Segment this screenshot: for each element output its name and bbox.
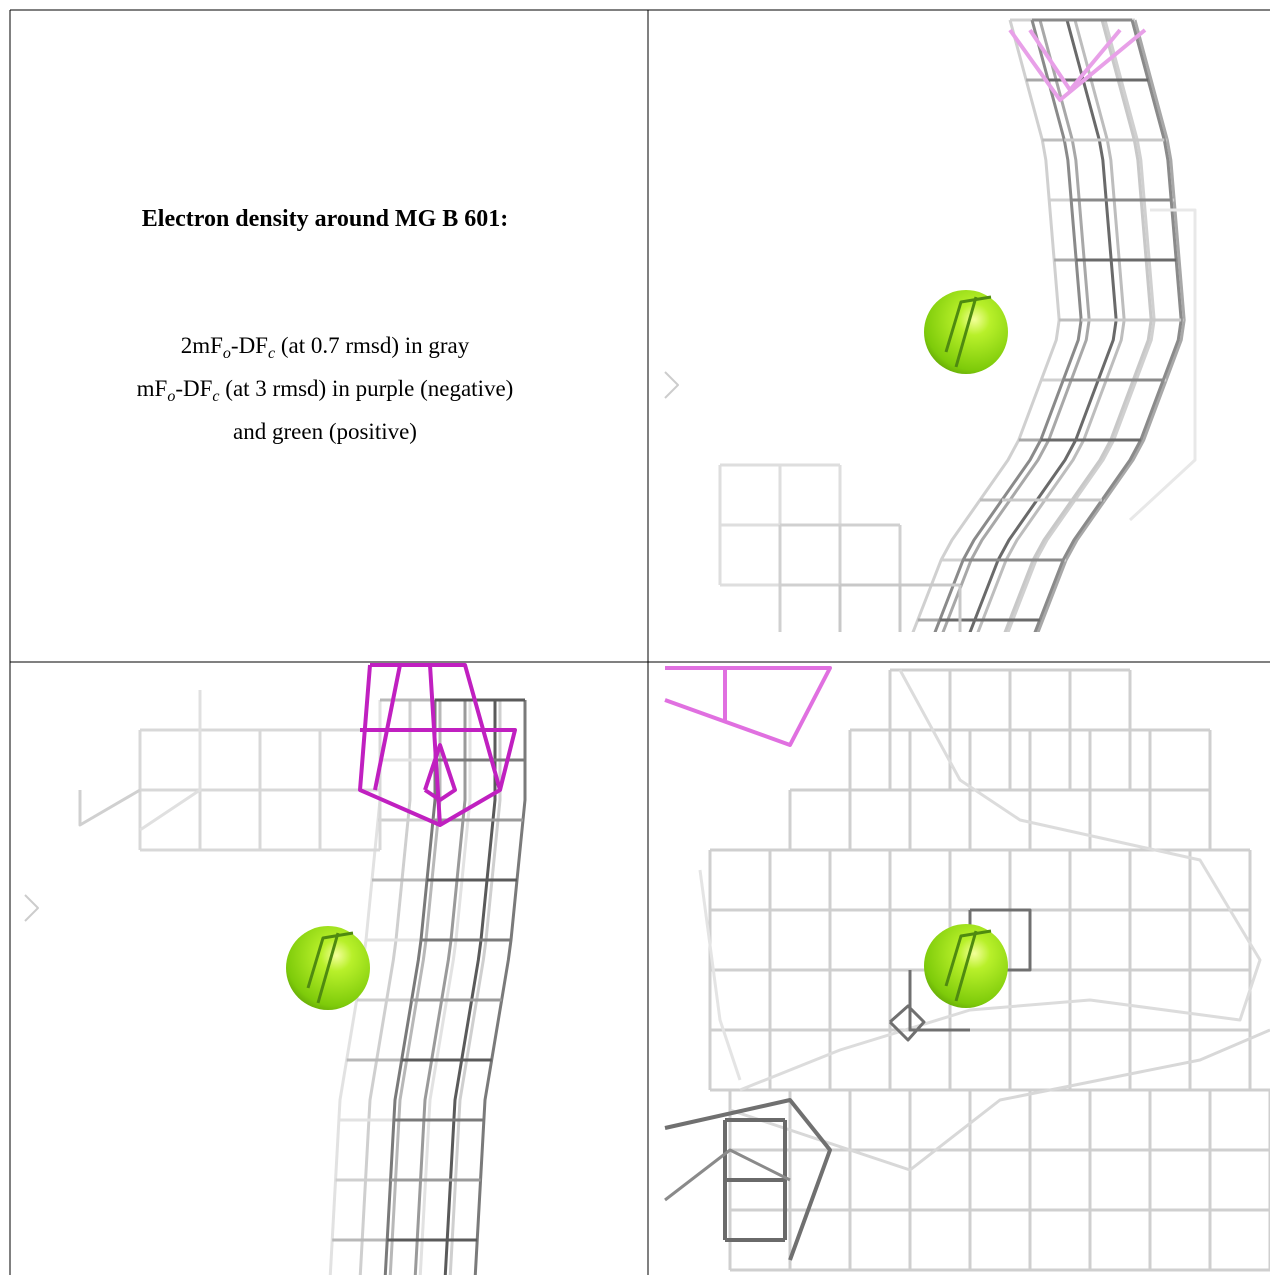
- mesh-line: [739, 669, 1262, 1092]
- mesh-line: [1006, 19, 1156, 632]
- mesh-line: [423, 743, 457, 802]
- mesh-line: [941, 19, 1091, 632]
- mesh-line: [1033, 19, 1183, 632]
- mesh-line: [664, 1148, 791, 1202]
- mesh-line: [473, 700, 527, 1275]
- mesh-line: [664, 371, 679, 399]
- subscript: o: [222, 345, 231, 362]
- mesh-line: [908, 970, 970, 1032]
- mesh-line: [976, 19, 1126, 632]
- panel: [664, 666, 1270, 1272]
- text: -DF: [230, 333, 268, 358]
- mesh-line: [1036, 19, 1186, 632]
- mesh-line: [373, 664, 402, 791]
- mesh-line: [1003, 19, 1153, 632]
- mesh-line: [911, 19, 1061, 632]
- mesh-line: [954, 296, 978, 368]
- mesh-line: [358, 663, 502, 827]
- legend-line: mFo-DFc (at 3 rmsd) in purple (negative): [10, 371, 640, 414]
- text: and green (positive): [233, 419, 417, 444]
- mesh-line: [418, 700, 472, 1275]
- text: mF: [136, 376, 168, 401]
- mesh-line: [1008, 28, 1147, 102]
- subscript: c: [212, 388, 220, 405]
- mesh-line: [954, 930, 978, 1002]
- legend: 2mFo-DFc (at 0.7 rmsd) in gray mFo-DFc (…: [10, 328, 640, 449]
- mesh-line: [944, 295, 992, 353]
- legend-line: and green (positive): [10, 414, 640, 449]
- mesh-line: [698, 869, 742, 1081]
- mesh-line: [888, 1004, 926, 1042]
- mesh-line: [24, 894, 39, 922]
- mesh-line: [1028, 28, 1122, 92]
- mesh-line: [443, 700, 497, 1275]
- text: (at 0.7 rmsd) in gray: [275, 333, 470, 358]
- panel: [664, 18, 1197, 632]
- mesh-line: [358, 700, 412, 1275]
- mesh-line: [944, 929, 992, 987]
- mesh-line: [933, 19, 1083, 632]
- mesh-line: [78, 788, 141, 827]
- subscript: c: [267, 345, 276, 362]
- mesh-line: [306, 931, 354, 989]
- legend-line: 2mFo-DFc (at 0.7 rmsd) in gray: [10, 328, 640, 371]
- mesh-line: [316, 932, 340, 1004]
- panel: [24, 663, 527, 1275]
- mesh-line: [664, 666, 832, 747]
- mesh-line: [448, 700, 502, 1275]
- text-panel: Electron density around MG B 601: 2mFo-D…: [10, 10, 648, 662]
- mesh-line: [664, 1098, 832, 1261]
- text: (at 3 rmsd) in purple (negative): [219, 376, 514, 401]
- mesh-line: [360, 728, 517, 791]
- mesh-line: [139, 690, 202, 832]
- text: -DF: [175, 376, 213, 401]
- mesh-line: [1128, 208, 1197, 522]
- mesh-line: [413, 700, 467, 1275]
- mesh-line: [968, 19, 1118, 632]
- mesh-line: [729, 1028, 1270, 1172]
- panel-title: Electron density around MG B 601:: [141, 206, 509, 232]
- subscript: o: [167, 388, 176, 405]
- text: 2mF: [180, 333, 223, 358]
